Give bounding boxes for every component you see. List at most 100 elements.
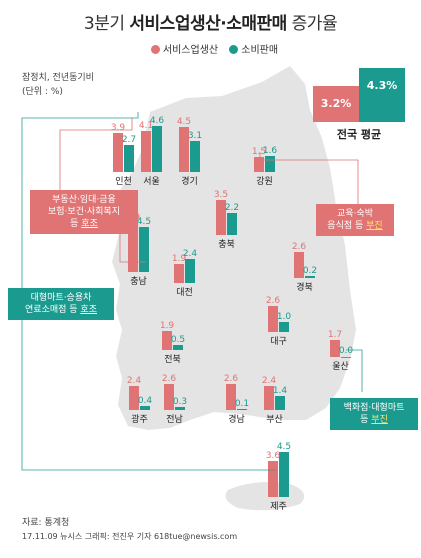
callout-education-em: 부진 <box>366 221 383 231</box>
region-label-3: 강원 <box>256 176 273 187</box>
national-retail-value: 4.3% <box>366 79 398 92</box>
bar-retail-0 <box>124 145 134 172</box>
value-label-retail-11: 0.4 <box>138 396 153 406</box>
leader-line-mart <box>21 112 139 290</box>
region-label-1: 서울 <box>143 176 160 187</box>
bar-service-13 <box>226 384 236 410</box>
region-label-6: 대전 <box>176 287 193 298</box>
region-label-15: 제주 <box>270 501 287 512</box>
value-label-service-1: 4.1 <box>139 121 153 131</box>
value-label-service-7: 2.6 <box>292 242 307 252</box>
bar-retail-3 <box>265 156 275 172</box>
value-label-retail-1: 4.6 <box>150 116 165 126</box>
value-label-service-12: 2.6 <box>162 374 177 384</box>
region-label-9: 전북 <box>164 354 181 365</box>
callout-realestate-em: 호조 <box>81 219 98 229</box>
bar-retail-6 <box>185 259 195 283</box>
legend-retail-swatch <box>229 45 239 54</box>
region-label-2: 경기 <box>181 175 198 187</box>
value-label-service-10: 1.7 <box>328 330 342 340</box>
value-label-retail-5: 4.5 <box>137 217 151 227</box>
value-label-service-4: 3.5 <box>214 190 228 200</box>
title-prefix: 3분기 <box>83 14 130 34</box>
region-label-11: 광주 <box>131 413 148 425</box>
region-label-7: 경북 <box>296 281 313 293</box>
jeju-island-shape <box>225 482 305 511</box>
bar-service-7 <box>294 252 304 278</box>
value-label-retail-6: 2.4 <box>183 249 198 259</box>
value-label-retail-2: 3.1 <box>188 131 202 141</box>
bar-service-12 <box>164 384 174 410</box>
value-label-service-14: 2.4 <box>262 376 277 386</box>
region-label-4: 충북 <box>218 239 235 250</box>
value-label-service-15: 3.6 <box>266 451 281 461</box>
bar-retail-1 <box>152 126 162 172</box>
region-label-10: 울산 <box>332 361 349 372</box>
bar-retail-5 <box>139 227 149 272</box>
value-label-retail-7: 0.2 <box>303 266 317 276</box>
callout-realestate-line2: 보험·보건·사회복지 <box>48 207 120 217</box>
region-label-14: 부산 <box>266 414 283 425</box>
page-title: 3분기 서비스업생산·소매판매 증가율 <box>0 9 421 34</box>
bar-service-14 <box>264 386 274 410</box>
bar-retail-9 <box>173 345 183 350</box>
bar-service-0 <box>113 133 123 172</box>
bar-service-5 <box>128 223 138 272</box>
value-label-retail-14: 1.4 <box>273 386 288 396</box>
value-label-service-6: 1.9 <box>172 254 187 264</box>
leader-line-realestate-2 <box>119 232 146 263</box>
region-label-12: 전남 <box>166 414 183 425</box>
callout-education: 교육·숙박 음식점 등 부진 <box>316 204 394 236</box>
national-average-box: 3.2% 4.3% 전국 평균 <box>313 68 405 141</box>
value-label-retail-3: 1.6 <box>263 146 278 156</box>
callout-dept-prefix: 등 <box>360 415 372 425</box>
bar-service-1 <box>141 131 151 172</box>
bar-service-3 <box>254 157 264 172</box>
bar-service-9 <box>162 331 172 350</box>
bar-retail-11 <box>140 406 150 410</box>
callout-education-line2: 음식점 등 부진 <box>322 220 388 232</box>
value-label-service-2: 4.5 <box>177 117 191 127</box>
region-label-0: 인천 <box>115 176 132 187</box>
callout-realestate-prefix: 등 <box>70 219 82 229</box>
national-service-value: 3.2% <box>320 97 352 110</box>
callout-education-prefix: 음식점 등 <box>327 221 367 231</box>
value-label-retail-15: 4.5 <box>277 442 291 452</box>
bar-retail-13 <box>237 409 247 410</box>
title-bold: 서비스업생산·소매판매 <box>129 14 287 34</box>
value-label-service-9: 1.9 <box>160 321 175 331</box>
bar-service-15 <box>268 461 278 497</box>
callout-mart: 대형마트·승용차 연료소매점 등 호조 <box>8 288 114 320</box>
bar-retail-15 <box>279 452 289 497</box>
bar-retail-12 <box>175 407 185 410</box>
national-label: 전국 평균 <box>336 128 382 141</box>
value-label-retail-12: 0.3 <box>173 397 187 407</box>
callout-dept-line2: 등 부진 <box>336 414 412 426</box>
value-label-service-8: 2.6 <box>266 296 281 306</box>
bar-retail-2 <box>190 141 200 172</box>
legend-service-swatch <box>150 45 160 54</box>
value-label-service-3: 1.5 <box>252 147 266 157</box>
legend-retail-label: 소비판매 <box>241 45 279 56</box>
leader-line-mart-2 <box>21 320 276 471</box>
callout-mart-line1: 대형마트·승용차 <box>30 293 92 303</box>
callout-mart-em: 호조 <box>80 305 97 315</box>
bar-retail-14 <box>275 396 285 410</box>
callout-realestate-line1: 부동산·임대·금융 <box>52 195 116 205</box>
region-label-8: 대구 <box>270 336 287 347</box>
bar-retail-4 <box>227 213 237 235</box>
legend: 서비스업생산 소비판매 <box>0 41 421 56</box>
credit-note: 17.11.09 뉴시스 그래픽: 전진우 기자 618tue@newsis.c… <box>22 532 238 541</box>
callout-mart-line2: 연료소매점 등 호조 <box>14 304 108 316</box>
bar-service-8 <box>268 306 278 332</box>
value-label-retail-10: 0.0 <box>339 346 354 356</box>
bar-retail-10 <box>341 357 351 358</box>
region-label-5: 충남 <box>130 276 147 287</box>
value-label-service-0: 3.9 <box>111 123 126 133</box>
national-service-bar: 3.2% <box>313 86 359 122</box>
region-label-13: 경남 <box>228 413 245 425</box>
bar-retail-7 <box>305 276 315 278</box>
bar-service-4 <box>216 200 226 235</box>
